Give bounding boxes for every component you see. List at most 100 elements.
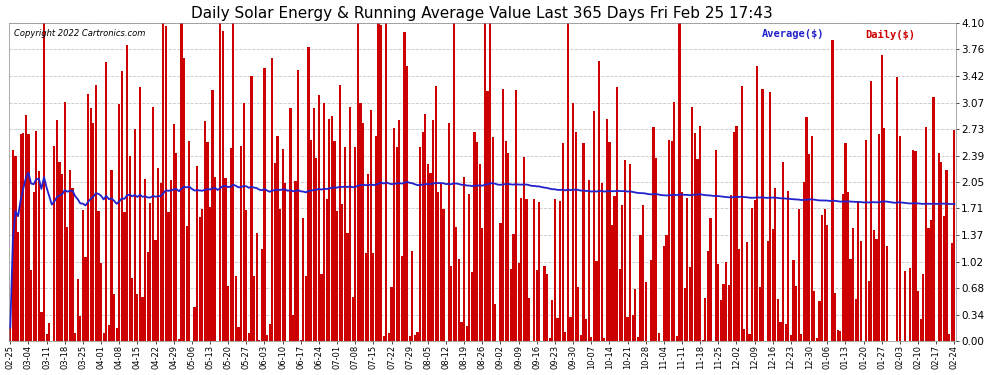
Bar (561, 144, 564, 341)
Bar (380, 26, 382, 341)
Bar (471, 272, 473, 341)
Bar (209, 207, 211, 341)
Bar (567, 23, 569, 341)
Bar (536, 270, 538, 341)
Bar (816, 338, 818, 341)
Bar (842, 194, 843, 341)
Bar (22, 133, 25, 341)
Bar (25, 115, 27, 341)
Bar (582, 143, 584, 341)
Bar (771, 229, 774, 341)
Bar (53, 146, 55, 341)
Bar (616, 87, 619, 341)
Bar (510, 268, 512, 341)
Bar (774, 188, 776, 341)
Bar (100, 263, 102, 341)
Bar (915, 151, 917, 341)
Bar (30, 270, 32, 341)
Bar (601, 183, 603, 341)
Bar (632, 315, 634, 341)
Bar (593, 111, 595, 341)
Bar (912, 150, 914, 341)
Bar (875, 239, 878, 341)
Bar (222, 31, 224, 341)
Bar (17, 232, 19, 341)
Bar (344, 147, 346, 341)
Text: Copyright 2022 Cartronics.com: Copyright 2022 Cartronics.com (14, 30, 146, 39)
Bar (206, 142, 209, 341)
Bar (572, 103, 574, 341)
Bar (430, 174, 432, 341)
Bar (665, 235, 667, 341)
Bar (785, 324, 787, 341)
Bar (348, 108, 351, 341)
Bar (28, 134, 30, 341)
Bar (468, 194, 470, 341)
Bar (427, 164, 429, 341)
Bar (255, 233, 257, 341)
Bar (164, 26, 167, 341)
Bar (526, 199, 528, 341)
Bar (489, 23, 491, 341)
Bar (643, 205, 644, 341)
Bar (867, 281, 870, 341)
Bar (499, 223, 502, 341)
Bar (151, 107, 154, 341)
Bar (212, 90, 214, 341)
Bar (90, 108, 92, 341)
Bar (393, 129, 395, 341)
Bar (199, 217, 201, 341)
Bar (533, 199, 536, 341)
Bar (940, 162, 942, 341)
Bar (248, 333, 250, 341)
Bar (271, 58, 273, 341)
Bar (854, 299, 857, 341)
Bar (375, 136, 377, 341)
Bar (76, 279, 79, 341)
Bar (513, 234, 515, 341)
Bar (478, 164, 481, 341)
Bar (787, 191, 789, 341)
Bar (385, 23, 387, 341)
Bar (689, 267, 691, 341)
Bar (779, 322, 782, 341)
Bar (790, 335, 792, 341)
Bar (619, 269, 621, 341)
Bar (523, 157, 525, 341)
Bar (585, 320, 587, 341)
Bar (518, 263, 520, 341)
Bar (452, 23, 454, 341)
Bar (883, 128, 885, 341)
Bar (800, 334, 803, 341)
Bar (289, 108, 291, 341)
Text: Average($): Average($) (761, 30, 824, 39)
Bar (738, 249, 741, 341)
Bar (751, 207, 753, 341)
Bar (450, 266, 452, 341)
Bar (87, 94, 89, 341)
Bar (564, 332, 566, 341)
Bar (159, 183, 161, 341)
Bar (769, 92, 771, 341)
Bar (494, 304, 496, 341)
Bar (84, 257, 86, 341)
Bar (455, 227, 457, 341)
Bar (622, 205, 624, 341)
Bar (694, 134, 696, 341)
Bar (603, 338, 605, 341)
Bar (116, 328, 118, 341)
Bar (484, 23, 486, 341)
Bar (486, 91, 489, 341)
Bar (334, 141, 336, 341)
Bar (753, 200, 755, 341)
Bar (649, 260, 652, 341)
Bar (134, 129, 136, 341)
Bar (505, 141, 507, 341)
Bar (733, 132, 735, 341)
Bar (834, 294, 837, 341)
Bar (723, 284, 725, 341)
Bar (342, 204, 344, 341)
Bar (917, 291, 919, 341)
Bar (188, 141, 190, 341)
Bar (43, 23, 46, 341)
